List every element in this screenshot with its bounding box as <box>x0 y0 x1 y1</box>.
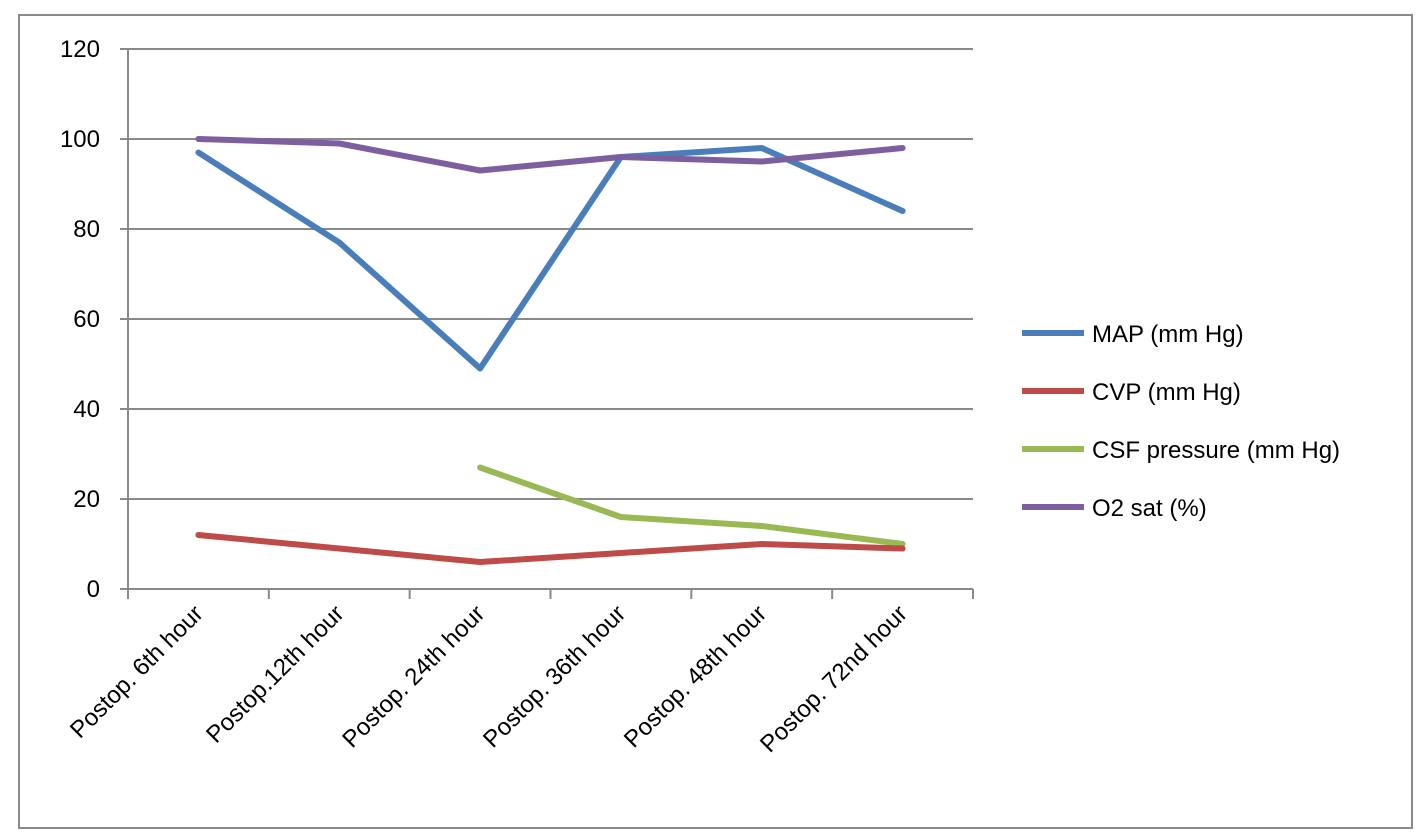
y-tick-labels: 0 20 40 60 80 100 120 <box>60 36 100 603</box>
series-line-o2-sat <box>195 136 906 174</box>
y-tick-label: 20 <box>73 486 100 513</box>
legend: MAP (mm Hg) CVP (mm Hg) CSF pressure (mm H… <box>1022 321 1340 522</box>
legend-label: O2 sat (%) <box>1092 495 1207 522</box>
y-tick-label: 80 <box>73 216 100 243</box>
series-line-csf-pressure-mm-hg <box>477 464 906 547</box>
legend-label: CVP (mm Hg) <box>1092 379 1241 406</box>
axes <box>120 48 974 599</box>
series-lines <box>195 136 906 565</box>
y-tick-label: 40 <box>73 396 100 423</box>
y-tick-label: 100 <box>60 126 100 153</box>
y-tick-label: 60 <box>73 306 100 333</box>
y-tick-label: 120 <box>60 36 100 63</box>
legend-label: MAP (mm Hg) <box>1092 321 1244 348</box>
legend-label: CSF pressure (mm Hg) <box>1092 437 1340 464</box>
series-line-cvp-mm-hg <box>195 532 906 565</box>
y-tick-label: 0 <box>87 576 100 603</box>
